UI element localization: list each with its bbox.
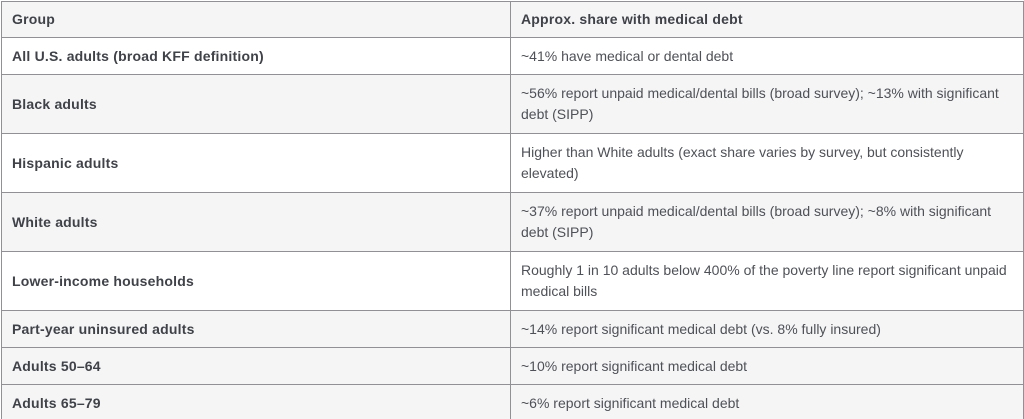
group-cell: Hispanic adults — [1, 133, 511, 193]
share-cell: Roughly 1 in 10 adults below 400% of the… — [510, 251, 1024, 311]
group-cell: Adults 65–79 — [1, 384, 511, 419]
column-header-group: Group — [1, 1, 511, 38]
table-row: Black adults ~56% report unpaid medical/… — [1, 74, 1024, 134]
column-header-share: Approx. share with medical debt — [510, 1, 1024, 38]
share-cell: ~37% report unpaid medical/dental bills … — [510, 192, 1024, 252]
table-row: Part-year uninsured adults ~14% report s… — [1, 310, 1024, 348]
share-cell: ~10% report significant medical debt — [510, 347, 1024, 385]
share-cell: ~14% report significant medical debt (vs… — [510, 310, 1024, 348]
table-row: White adults ~37% report unpaid medical/… — [1, 192, 1024, 252]
share-cell: ~41% have medical or dental debt — [510, 37, 1024, 75]
table-row: Adults 65–79 ~6% report significant medi… — [1, 384, 1024, 419]
group-cell: White adults — [1, 192, 511, 252]
table-row: Lower-income households Roughly 1 in 10 … — [1, 251, 1024, 311]
group-cell: All U.S. adults (broad KFF definition) — [1, 37, 511, 75]
table-row: All U.S. adults (broad KFF definition) ~… — [1, 37, 1024, 75]
group-cell: Black adults — [1, 74, 511, 134]
group-cell: Lower-income households — [1, 251, 511, 311]
table-row: Adults 50–64 ~10% report significant med… — [1, 347, 1024, 385]
group-cell: Part-year uninsured adults — [1, 310, 511, 348]
share-cell: ~6% report significant medical debt — [510, 384, 1024, 419]
group-cell: Adults 50–64 — [1, 347, 511, 385]
share-cell: ~56% report unpaid medical/dental bills … — [510, 74, 1024, 134]
table-row: Hispanic adults Higher than White adults… — [1, 133, 1024, 193]
share-cell: Higher than White adults (exact share va… — [510, 133, 1024, 193]
header-row: Group Approx. share with medical debt — [1, 1, 1024, 38]
